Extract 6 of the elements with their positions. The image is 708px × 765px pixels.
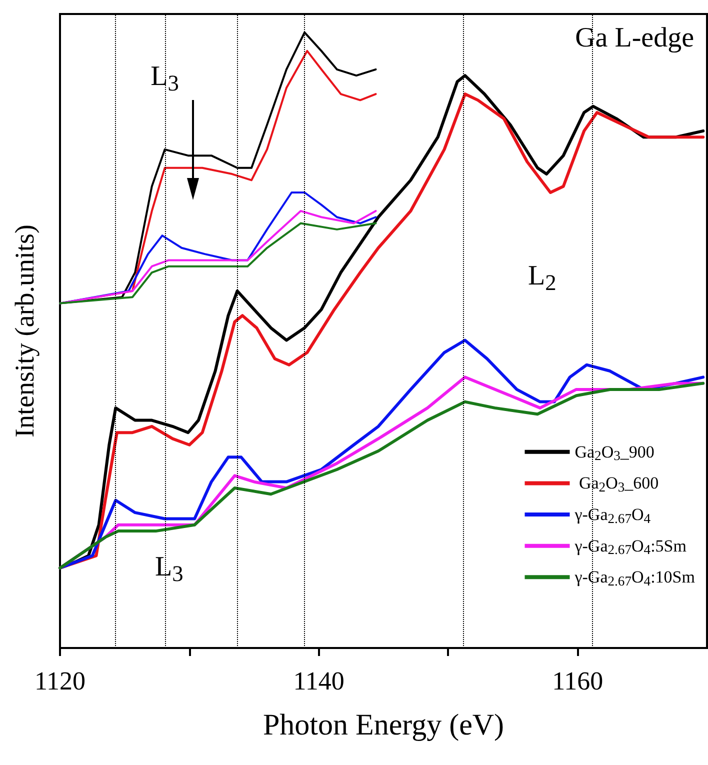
x-tick-label: 1140 — [293, 666, 344, 696]
y-axis-title: Intensity (arb.units) — [10, 224, 40, 438]
annotation: Ga L-edge — [575, 22, 694, 54]
x-axis-title: Photon Energy (eV) — [262, 708, 504, 742]
x-tick-label: 1160 — [552, 666, 604, 696]
x-tick-label: 1120 — [34, 666, 86, 696]
